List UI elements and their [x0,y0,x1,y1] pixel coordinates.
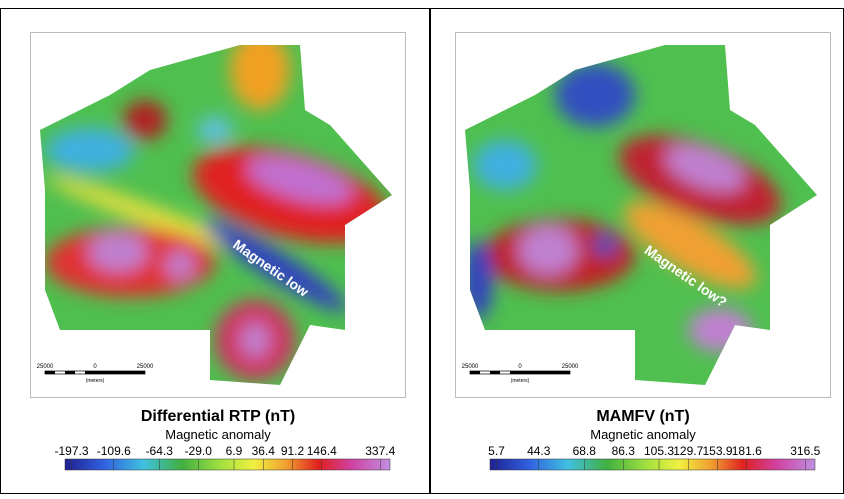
colorbar-label: 316.5 [790,444,820,458]
scale-label: 25000 [462,364,479,370]
scale-bar-segment [520,371,570,374]
colorbar-label: 36.4 [252,444,276,458]
figure: Differential RTP (nT) Magnetic anomaly -19… [0,0,844,494]
scale-bar-segment [65,371,75,374]
scale-bar-segment [490,371,500,374]
colorbar-label: -29.0 [185,444,213,458]
colorbar-label: 44.3 [527,444,551,458]
scale-bar-segment [95,371,145,374]
panel-subtitle: Magnetic anomaly [165,427,271,442]
scale-label: 25000 [562,364,579,370]
panel-subtitle: Magnetic anomaly [590,427,696,442]
scale-label: 25000 [137,364,154,370]
colorbar-label: 105.3 [644,444,674,458]
scale-unit: (meters) [86,378,105,384]
panel-title: Differential RTP (nT) [141,408,295,425]
colorbar-label: 5.7 [488,444,505,458]
colorbar-label: 153.9 [702,444,732,458]
colorbar-label: 337.4 [365,444,395,458]
colorbar-label: -109.6 [97,444,131,458]
colorbar-label: 86.3 [612,444,636,458]
colorbar-label: 6.9 [226,444,243,458]
panel-title: MAMFV (nT) [596,408,689,425]
scale-bar-segment [45,371,55,374]
colorbar-label: -197.3 [54,444,88,458]
colorbar-label: 129.7 [673,444,703,458]
colorbar-label: -64.3 [146,444,174,458]
scale-bar-segment [470,371,480,374]
colorbar-label: 68.8 [573,444,597,458]
scale-label: 25000 [37,364,54,370]
colorbar-label: 181.6 [732,444,762,458]
scale-bar-segment [510,371,520,374]
colorbar-label: 146.4 [307,444,337,458]
scale-unit: (meters) [511,378,530,384]
colorbar-label: 91.2 [281,444,305,458]
scale-bar-segment [85,371,95,374]
